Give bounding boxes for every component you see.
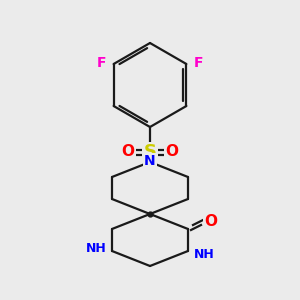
Text: F: F	[97, 56, 106, 70]
Text: S: S	[143, 143, 157, 161]
Text: O: O	[122, 145, 134, 160]
Text: NH: NH	[85, 242, 106, 256]
Text: O: O	[205, 214, 218, 229]
Text: N: N	[144, 154, 156, 168]
Text: O: O	[166, 145, 178, 160]
Text: NH: NH	[194, 248, 214, 262]
Text: F: F	[194, 56, 203, 70]
